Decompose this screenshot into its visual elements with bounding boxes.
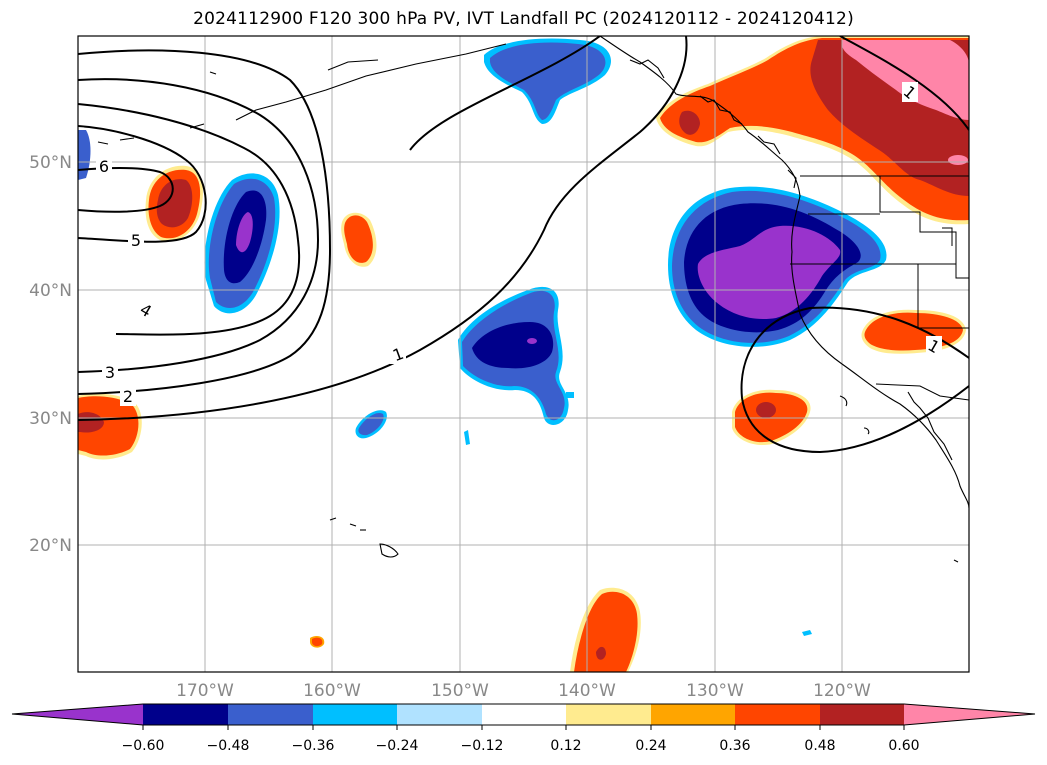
colorbar-tick-label: −0.48 [207,738,250,754]
negative-anomaly-north-pacific [484,38,612,125]
lat-label-40n: 40°N [29,281,72,301]
lon-label-170w: 170°W [176,681,234,701]
contours [78,36,969,454]
colorbar-extend-max [904,704,1035,725]
gridlines [78,36,969,672]
colorbar-tick-label: −0.12 [461,738,504,754]
colorbar-segment [820,704,904,725]
positive-anomaly-northeast [656,36,969,225]
colorbar-tick-labels: −0.60 −0.48 −0.36 −0.24 −0.12 0.12 0.24 … [122,738,920,754]
colorbar-tick-label: 0.48 [804,738,835,754]
lon-label-140w: 140°W [558,681,616,701]
longitude-labels: 170°W 160°W 150°W 140°W 130°W 120°W [176,681,871,701]
contour-6-line [78,167,174,213]
colorbar-tick-label: −0.36 [292,738,335,754]
negative-anomaly-west-coast [668,186,887,347]
contour-1c-line [839,36,969,131]
map-panel: 6 5 4 3 2 1 1 1 [78,36,969,672]
contour-labels: 6 5 4 3 2 1 1 1 [96,82,943,406]
map-title: 2024112900 F120 300 hPa PV, IVT Landfall… [193,9,854,29]
colorbar-segment [313,704,397,725]
colorbar-segment [566,704,651,725]
contour-label: 3 [105,363,115,382]
lon-label-160w: 160°W [303,681,361,701]
colorbar-tick-label: −0.24 [376,738,419,754]
negative-anomaly-central-pacific [458,286,574,425]
colorbar-extend-min [12,704,143,725]
colorbar-tick-label: 0.60 [888,738,919,754]
colorbar-segment [482,704,566,725]
colorbar-segment [228,704,313,725]
lon-label-120w: 120°W [813,681,871,701]
contour-1-line [78,36,688,421]
colorbar-segment [397,704,482,725]
colorbar-tick-label: 0.24 [635,738,666,754]
lat-label-20n: 20°N [29,536,72,556]
map-frame [77,35,970,673]
negative-anomaly-west-pacific [204,173,280,314]
positive-anomaly-southwest [78,393,142,460]
contour-label: 2 [123,387,133,406]
colorbar-tick-label: 0.36 [719,738,750,754]
colorbar-segment [735,704,820,725]
positive-anomaly-southeast [732,389,811,446]
contour-1b-line [409,36,601,151]
contour-4-line [78,103,301,336]
colorbar-tick-marks [142,725,905,730]
positive-anomaly-small-patches [310,212,377,648]
lon-label-130w: 130°W [686,681,744,701]
contour-3-line [78,78,320,373]
colorbar-tick-label: 0.12 [550,738,581,754]
positive-anomaly-west-pacific [145,165,204,242]
colorbar: −0.60 −0.48 −0.36 −0.24 −0.12 0.12 0.24 … [11,703,1036,754]
latitude-labels: 50°N 40°N 30°N 20°N [29,153,72,556]
coastlines [97,36,969,563]
colorbar-segment [143,704,228,725]
lat-label-50n: 50°N [29,153,72,173]
lat-label-30n: 30°N [29,409,72,429]
contour-1d-line [740,306,969,454]
positive-anomaly-south [570,587,641,672]
lon-label-150w: 150°W [431,681,489,701]
contour-label: 5 [131,231,141,250]
contour-2-line [78,49,332,395]
colorbar-tick-label: −0.60 [122,738,165,754]
colorbar-segment [651,704,735,725]
contour-label: 6 [99,157,109,176]
